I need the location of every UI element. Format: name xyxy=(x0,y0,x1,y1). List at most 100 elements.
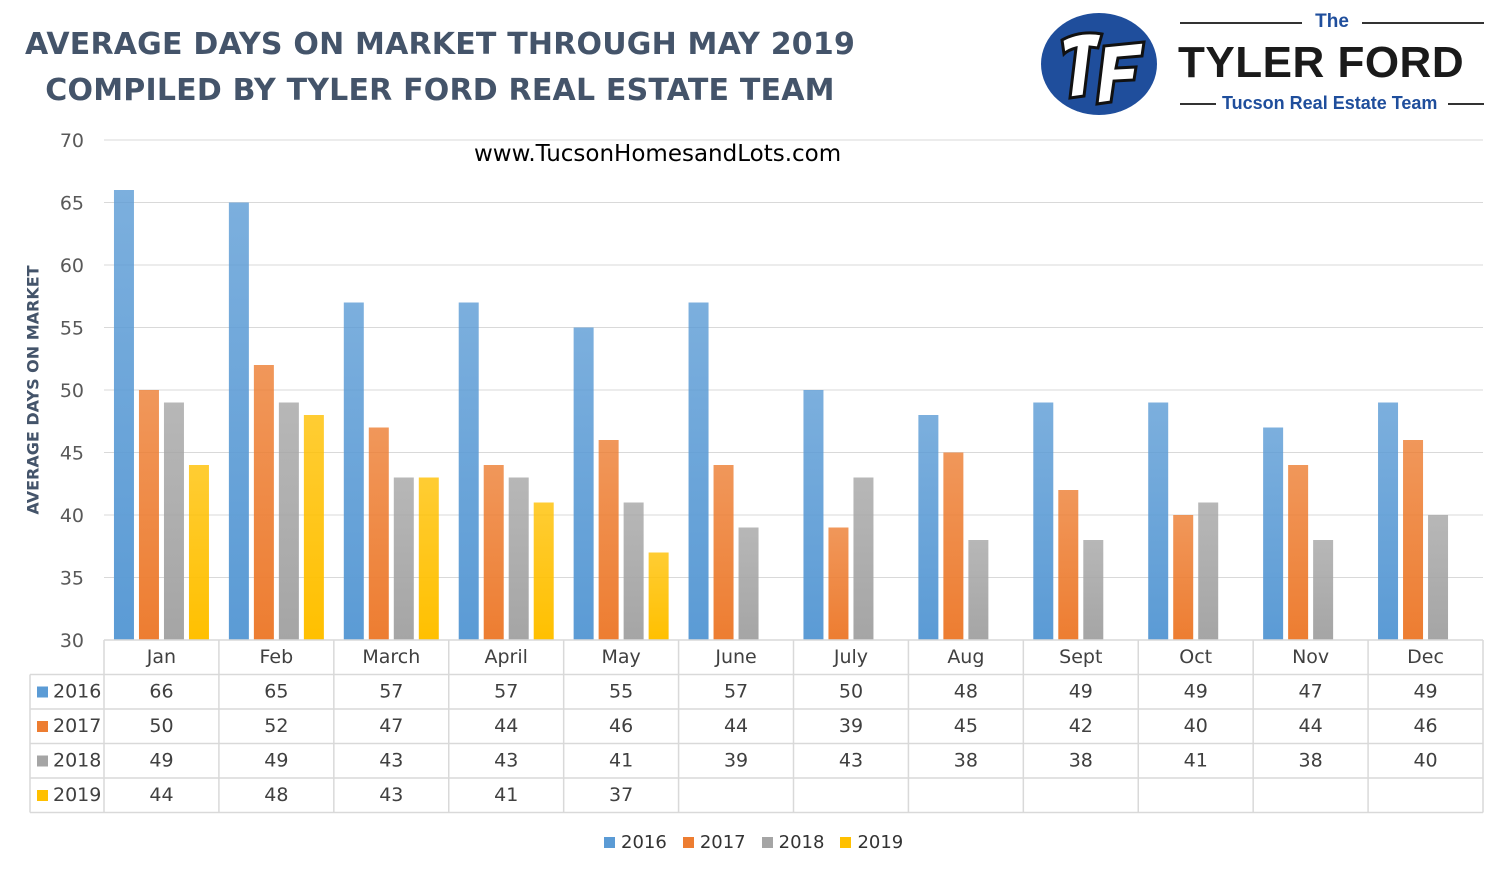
data-label: 44 xyxy=(494,715,518,737)
y-tick-label: 30 xyxy=(60,630,84,652)
bar xyxy=(713,465,734,640)
legend-swatch xyxy=(761,837,773,848)
bar xyxy=(138,390,159,640)
x-tick-label: April xyxy=(484,646,527,668)
data-label: 52 xyxy=(264,715,288,737)
table-series-name: 2018 xyxy=(53,750,101,772)
data-label: 49 xyxy=(1069,681,1093,703)
table-series-name: 2017 xyxy=(53,715,101,737)
data-label: 39 xyxy=(839,715,863,737)
brand-divider xyxy=(1180,22,1302,24)
bar xyxy=(163,402,184,640)
bar xyxy=(1083,540,1104,640)
legend-swatch xyxy=(682,837,694,848)
legend-label: 2016 xyxy=(621,832,667,853)
data-label: 44 xyxy=(724,715,748,737)
bar xyxy=(458,302,479,640)
bar xyxy=(393,477,414,640)
brand-the: The xyxy=(1315,11,1349,32)
data-label: 46 xyxy=(1413,715,1437,737)
legend-label: 2017 xyxy=(699,832,746,853)
data-label: 43 xyxy=(839,750,863,772)
data-label: 49 xyxy=(264,750,288,772)
data-label: 65 xyxy=(264,681,288,703)
y-tick-label: 40 xyxy=(60,505,84,527)
data-label: 55 xyxy=(609,681,633,703)
brand-divider xyxy=(1448,103,1484,105)
data-label: 57 xyxy=(494,681,518,703)
data-label: 41 xyxy=(1184,750,1208,772)
y-tick-label: 35 xyxy=(60,568,84,590)
data-label: 57 xyxy=(724,681,748,703)
bar xyxy=(1263,427,1284,640)
x-tick-label: Nov xyxy=(1292,646,1329,668)
legend-swatch xyxy=(604,837,615,848)
data-label: 45 xyxy=(954,715,978,737)
y-tick-label: 65 xyxy=(60,193,84,215)
bar xyxy=(508,477,529,640)
bar xyxy=(1033,402,1054,640)
x-tick-label: Aug xyxy=(947,646,984,668)
bar xyxy=(253,365,274,640)
data-label: 66 xyxy=(149,681,173,703)
data-label: 40 xyxy=(1184,715,1208,737)
data-label: 49 xyxy=(149,750,173,772)
y-tick-label: 60 xyxy=(60,255,84,277)
legend-item: 2019 xyxy=(840,832,903,853)
data-label: 47 xyxy=(379,715,403,737)
bar xyxy=(648,552,669,640)
bar xyxy=(828,527,849,640)
bar xyxy=(1288,465,1309,640)
legend-swatch xyxy=(840,837,852,848)
bar xyxy=(853,477,874,640)
bar xyxy=(278,402,299,640)
y-tick-label: 50 xyxy=(60,380,84,402)
data-label: 39 xyxy=(724,750,748,772)
data-label: 43 xyxy=(379,750,403,772)
x-tick-label: Jan xyxy=(146,646,176,668)
table-series-swatch xyxy=(37,755,48,767)
bar xyxy=(1428,515,1449,640)
table-series-swatch xyxy=(37,686,48,698)
brand-name: TYLER FORD xyxy=(1178,38,1465,87)
chart-title-line1: AVERAGE DAYS ON MARKET THROUGH MAY 2019 xyxy=(24,27,856,62)
data-label: 40 xyxy=(1413,750,1437,772)
data-label: 44 xyxy=(1299,715,1323,737)
data-label: 44 xyxy=(149,784,173,806)
table-series-swatch xyxy=(37,721,48,732)
y-tick-label: 55 xyxy=(60,318,84,340)
bar xyxy=(918,415,939,640)
x-tick-label: Sept xyxy=(1059,646,1102,668)
bar xyxy=(418,477,439,640)
bar xyxy=(533,502,554,640)
bar xyxy=(598,440,619,640)
x-tick-label: Oct xyxy=(1179,646,1212,668)
bar xyxy=(228,202,249,640)
data-label: 38 xyxy=(954,750,978,772)
bar xyxy=(1403,440,1424,640)
data-label: 37 xyxy=(609,784,633,806)
tf-logo-icon xyxy=(1041,13,1157,115)
bar xyxy=(483,465,504,640)
data-label: 41 xyxy=(494,784,518,806)
bar xyxy=(303,415,324,640)
bar xyxy=(738,527,759,640)
bar xyxy=(113,190,134,640)
data-label: 48 xyxy=(954,681,978,703)
bar xyxy=(1058,490,1079,640)
data-label: 49 xyxy=(1413,681,1437,703)
bar xyxy=(688,302,709,640)
data-label: 47 xyxy=(1299,681,1323,703)
bar xyxy=(368,427,389,640)
legend-item: 2016 xyxy=(604,832,667,853)
table-series-name: 2016 xyxy=(53,681,101,703)
data-label: 57 xyxy=(379,681,403,703)
brand-divider xyxy=(1180,103,1216,105)
data-label: 42 xyxy=(1069,715,1093,737)
data-label: 38 xyxy=(1299,750,1323,772)
bar xyxy=(803,390,824,640)
brand-subtitle: Tucson Real Estate Team xyxy=(1222,93,1438,113)
bar xyxy=(943,452,964,640)
bar xyxy=(1198,502,1219,640)
